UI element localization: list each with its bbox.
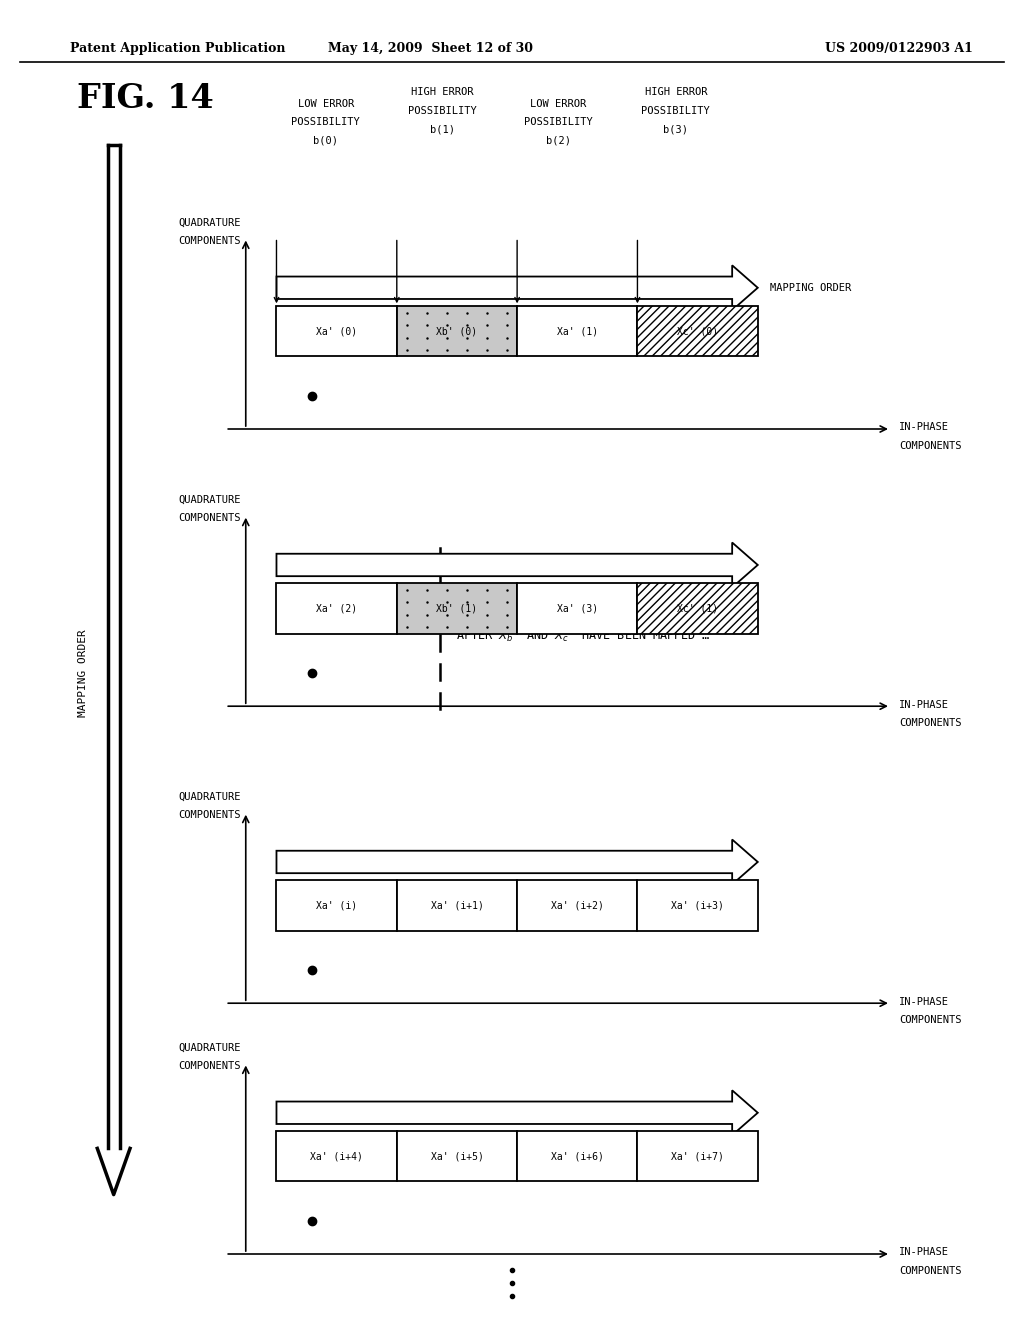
Text: US 2009/0122903 A1: US 2009/0122903 A1 xyxy=(825,42,973,55)
Text: POSSIBILITY: POSSIBILITY xyxy=(408,106,477,116)
Text: Xa' (i+5): Xa' (i+5) xyxy=(430,1151,483,1162)
Text: Xc' (1): Xc' (1) xyxy=(677,603,718,614)
Text: b(3): b(3) xyxy=(664,124,688,135)
Text: IN-PHASE: IN-PHASE xyxy=(899,997,949,1007)
Polygon shape xyxy=(276,840,758,884)
Text: QUADRATURE: QUADRATURE xyxy=(178,1043,242,1053)
Bar xyxy=(637,306,758,356)
Text: COMPONENTS: COMPONENTS xyxy=(899,441,962,451)
Text: Xa' (i+3): Xa' (i+3) xyxy=(671,900,724,911)
Text: May 14, 2009  Sheet 12 of 30: May 14, 2009 Sheet 12 of 30 xyxy=(328,42,532,55)
Text: Xa' (i+1): Xa' (i+1) xyxy=(430,900,483,911)
Text: b(1): b(1) xyxy=(430,124,455,135)
Text: Xa' (0): Xa' (0) xyxy=(316,326,357,337)
Bar xyxy=(276,1131,397,1181)
Text: POSSIBILITY: POSSIBILITY xyxy=(641,106,711,116)
Bar xyxy=(517,306,637,356)
Bar xyxy=(276,583,397,634)
Text: Xa' (i+2): Xa' (i+2) xyxy=(551,900,604,911)
Text: Xa' (3): Xa' (3) xyxy=(557,603,598,614)
Text: COMPONENTS: COMPONENTS xyxy=(178,810,242,821)
Text: Xa' (2): Xa' (2) xyxy=(316,603,357,614)
Bar xyxy=(397,306,517,356)
Polygon shape xyxy=(276,1090,758,1135)
Polygon shape xyxy=(276,265,758,310)
Text: MAPPING ORDER: MAPPING ORDER xyxy=(78,630,88,717)
Text: MAPPING ORDER: MAPPING ORDER xyxy=(770,282,851,293)
Text: Patent Application Publication: Patent Application Publication xyxy=(70,42,285,55)
Text: Xa' (i): Xa' (i) xyxy=(316,900,357,911)
Text: Xb' (1): Xb' (1) xyxy=(436,603,477,614)
Bar xyxy=(637,1131,758,1181)
Bar xyxy=(517,880,637,931)
Text: Xa' (i+4): Xa' (i+4) xyxy=(310,1151,364,1162)
Text: POSSIBILITY: POSSIBILITY xyxy=(523,117,593,128)
Bar xyxy=(397,583,517,634)
Text: IN-PHASE: IN-PHASE xyxy=(899,422,949,433)
Text: COMPONENTS: COMPONENTS xyxy=(899,1266,962,1276)
Bar xyxy=(637,583,758,634)
Text: Xc' (0): Xc' (0) xyxy=(677,326,718,337)
Text: COMPONENTS: COMPONENTS xyxy=(178,236,242,247)
Text: IN-PHASE: IN-PHASE xyxy=(899,700,949,710)
Text: COMPONENTS: COMPONENTS xyxy=(899,1015,962,1026)
Bar xyxy=(517,583,637,634)
Text: FIG. 14: FIG. 14 xyxy=(77,82,214,115)
Bar xyxy=(397,880,517,931)
Text: b(2): b(2) xyxy=(546,136,570,147)
Text: LOW ERROR: LOW ERROR xyxy=(530,99,586,110)
Bar xyxy=(276,306,397,356)
Text: HIGH ERROR: HIGH ERROR xyxy=(644,87,708,98)
Text: COMPONENTS: COMPONENTS xyxy=(899,718,962,729)
Bar xyxy=(517,1131,637,1181)
Text: Xa' (1): Xa' (1) xyxy=(557,326,598,337)
Text: LOW ERROR: LOW ERROR xyxy=(298,99,353,110)
Text: QUADRATURE: QUADRATURE xyxy=(178,792,242,803)
Text: COMPONENTS: COMPONENTS xyxy=(178,513,242,524)
Bar xyxy=(637,880,758,931)
Text: COMPONENTS: COMPONENTS xyxy=(178,1061,242,1072)
Text: Xa' (i+7): Xa' (i+7) xyxy=(671,1151,724,1162)
Text: b(0): b(0) xyxy=(313,136,338,147)
Bar xyxy=(276,880,397,931)
Text: HIGH ERROR: HIGH ERROR xyxy=(411,87,474,98)
Polygon shape xyxy=(276,543,758,587)
Text: POSSIBILITY: POSSIBILITY xyxy=(291,117,360,128)
Text: QUADRATURE: QUADRATURE xyxy=(178,495,242,506)
Text: Xb' (0): Xb' (0) xyxy=(436,326,477,337)
Text: QUADRATURE: QUADRATURE xyxy=(178,218,242,228)
Text: Xa' (i+6): Xa' (i+6) xyxy=(551,1151,604,1162)
Text: IN-PHASE: IN-PHASE xyxy=(899,1247,949,1258)
Bar xyxy=(397,1131,517,1181)
Text: AFTER $X_b$' AND $X_c$' HAVE BEEN MAPPED …: AFTER $X_b$' AND $X_c$' HAVE BEEN MAPPED… xyxy=(456,628,711,644)
